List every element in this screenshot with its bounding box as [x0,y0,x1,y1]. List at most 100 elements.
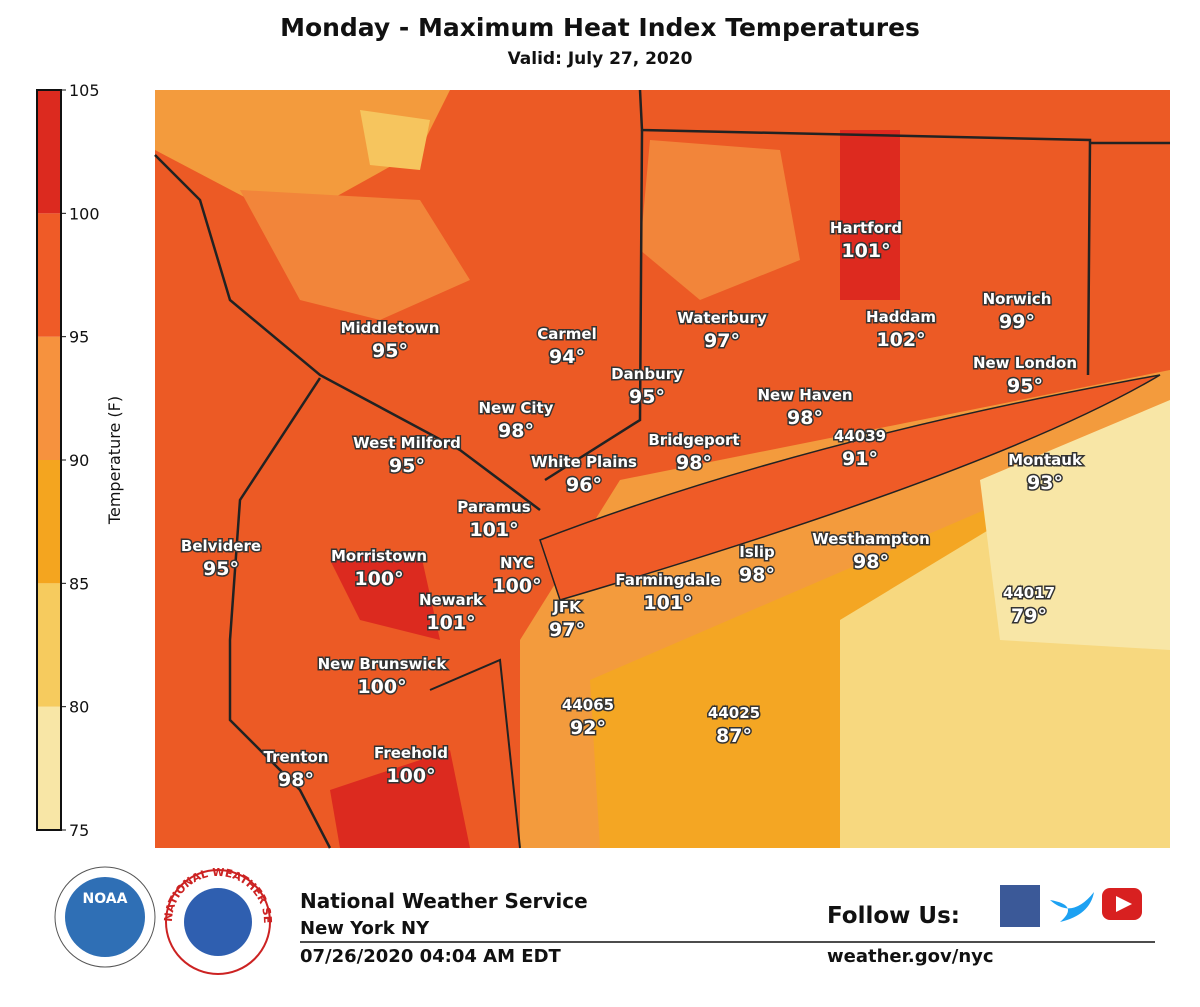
station-temp: 97° [549,619,585,641]
issued: 07/26/2020 04:04 AM EDT [300,946,562,967]
station-name: Morristown [331,547,427,565]
station-name: 44039 [834,427,886,445]
stations: Middletown 95° Carmel 94° Waterbury 97° Hartfo… [179,218,1084,793]
ct-border [638,89,1092,376]
map-region [840,130,900,300]
station-temp: 101° [469,519,518,541]
station-name: New Haven [757,386,852,404]
station-temp: 95° [1007,375,1043,397]
station-name: Haddam [866,308,936,326]
station-temp: 97° [704,330,740,352]
station-temp: 91° [842,448,878,470]
station-name: Norwich [983,290,1052,308]
station-temp: 95° [389,455,425,477]
station-name: Westhampton [812,530,930,548]
station-temp: 101° [841,240,890,262]
station-name: Paramus [457,498,531,516]
station-name: Waterbury [677,309,767,327]
url[interactable]: weather.gov/nyc [827,946,994,967]
station-temp: 98° [739,564,775,586]
station-name: NYC [500,554,534,572]
colorbar-band [37,90,61,214]
station-temp: 93° [1027,472,1063,494]
station-temp: 98° [676,452,712,474]
colorbar-band [37,213,61,337]
nj-pa-border [228,377,332,849]
noaa-text: NOAA [83,891,128,907]
colorbar-band [37,336,61,460]
station-temp: 96° [566,474,602,496]
station-name: White Plains [531,453,637,471]
station-name: JFK [552,598,582,616]
facebook-icon[interactable] [1000,885,1040,927]
station-name: Hartford [830,219,902,237]
nws-logo-inner [184,888,252,956]
colorbar-tick-label: 105 [69,81,100,100]
colorbar-tick-label: 80 [69,698,89,717]
map-region [360,110,430,170]
station-name: Islip [739,543,775,561]
title: Monday - Maximum Heat Index Temperatures [280,13,920,42]
station-name: New City [479,399,554,417]
station-temp: 87° [716,725,752,747]
station-name: New London [973,354,1077,372]
map [154,89,1170,849]
station-temp: 98° [498,420,534,442]
colorbar-band [37,583,61,707]
colorbar-tick-label: 90 [69,451,89,470]
station-temp: 95° [203,558,239,580]
colorbar-tick-label: 75 [69,821,89,840]
ny-ct-border [544,129,644,482]
station-temp: 101° [643,592,692,614]
station-temp: 94° [549,346,585,368]
station-temp: 98° [278,769,314,791]
station-temp: 92° [570,717,606,739]
station-name: Danbury [611,365,683,383]
station-name: 44017 [1003,584,1055,602]
station-name: Trenton [264,748,329,766]
station-temp: 101° [426,612,475,634]
station-temp: 79° [1011,605,1047,627]
colorbar-band [37,460,61,584]
ny-nj-border [154,154,541,511]
map-region [240,190,470,320]
agency: National Weather Service [300,889,588,913]
station-name: Bridgeport [648,431,739,449]
colorbar-label: Temperature (F) [105,396,124,525]
colorbar: 75 80 85 90 95 100 105 [36,81,100,840]
station-name: Middletown [341,319,440,337]
map-region [330,750,470,848]
youtube-play [1116,896,1132,912]
station-name: Belvidere [181,537,261,555]
station-name: New Brunswick [318,655,448,673]
station-temp: 100° [357,676,406,698]
colorbar-tick-label: 95 [69,328,89,347]
station-name: Carmel [537,325,596,343]
station-name: 44025 [708,704,760,722]
station-name: Freehold [374,744,448,762]
station-temp: 98° [787,407,823,429]
station-temp: 102° [876,329,925,351]
colorbar-tick-label: 100 [69,204,100,223]
station-temp: 98° [853,551,889,573]
station-name: Montauk [1008,451,1083,469]
station-name: West Milford [353,434,461,452]
office: New York NY [300,918,430,939]
long-island [539,374,1161,601]
colorbar-tick-label: 85 [69,574,89,593]
map-ocean [980,400,1170,650]
station-name: Farmingdale [615,571,720,589]
nj-coast [429,658,521,849]
noaa-logo-inner [65,877,145,957]
station-temp: 95° [372,340,408,362]
subtitle: Valid: July 27, 2020 [508,49,693,69]
twitter-icon[interactable] [1050,892,1094,922]
station-name: 44065 [562,696,614,714]
station-temp: 99° [999,311,1035,333]
follow: Follow Us: [827,903,960,929]
station-temp: 95° [629,386,665,408]
station-temp: 100° [354,568,403,590]
station-name: Newark [419,591,484,609]
